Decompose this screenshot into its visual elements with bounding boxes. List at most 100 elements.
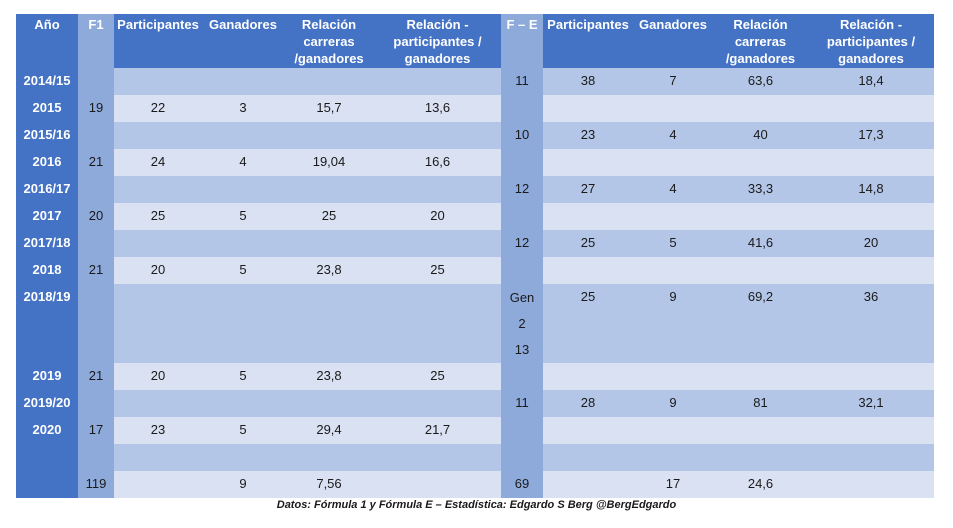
f1-ratio-participants-cell <box>374 444 501 471</box>
fe-ratio-races-cell <box>713 257 808 284</box>
f1-ratio-participants-cell: 13,6 <box>374 95 501 122</box>
f1-participants-cell: 20 <box>114 257 202 284</box>
fe-winners-cell <box>633 203 713 230</box>
header-year: Año <box>16 14 78 68</box>
fe-races-cell: 12 <box>501 176 543 203</box>
fe-races-line: Gen <box>509 290 535 305</box>
table-row: 2019 21 20 5 23,8 25 <box>16 363 934 390</box>
f1-winners-cell: 5 <box>202 203 284 230</box>
table-row: 2017/18 12 25 5 41,6 20 <box>16 230 934 257</box>
f1-winners-cell: 5 <box>202 417 284 444</box>
f1-ratio-races-cell: 19,04 <box>284 149 374 176</box>
fe-ratio-participants-cell <box>808 203 934 230</box>
fe-participants-cell: 23 <box>543 122 633 149</box>
fe-ratio-races-cell <box>713 149 808 176</box>
f1-winners-cell: 5 <box>202 363 284 390</box>
f1-participants-cell: 25 <box>114 203 202 230</box>
f1-winners-cell <box>202 68 284 95</box>
fe-ratio-participants-cell <box>808 149 934 176</box>
fe-races-cell <box>501 95 543 122</box>
fe-ratio-participants-cell: 18,4 <box>808 68 934 95</box>
year-cell: 2017/18 <box>16 230 78 257</box>
fe-winners-cell <box>633 149 713 176</box>
f1-ratio-races-cell <box>284 230 374 257</box>
fe-participants-cell: 28 <box>543 390 633 417</box>
f1-ratio-races-cell <box>284 390 374 417</box>
year-cell: 2016 <box>16 149 78 176</box>
fe-ratio-races-cell: 63,6 <box>713 68 808 95</box>
fe-participants-cell <box>543 471 633 498</box>
fe-participants-cell <box>543 417 633 444</box>
header-f1-participants: Participantes <box>114 14 202 68</box>
f1-participants-cell: 20 <box>114 363 202 390</box>
fe-races-cell <box>501 149 543 176</box>
header-f1-winners: Ganadores <box>202 14 284 68</box>
fe-races-cell <box>501 203 543 230</box>
fe-races-cell: 11 <box>501 68 543 95</box>
fe-participants-cell <box>543 444 633 471</box>
f1-ratio-races-cell <box>284 284 374 363</box>
year-cell: 2018/19 <box>16 284 78 363</box>
fe-participants-cell: 25 <box>543 284 633 363</box>
header-fe-ratio-races: Relación carreras/ganadores <box>713 14 808 68</box>
fe-ratio-participants-cell: 32,1 <box>808 390 934 417</box>
f1-races-cell: 17 <box>78 417 114 444</box>
fe-races-cell: 11 <box>501 390 543 417</box>
year-cell: 2018 <box>16 257 78 284</box>
fe-ratio-races-cell: 81 <box>713 390 808 417</box>
f1-winners-cell: 9 <box>202 471 284 498</box>
f1-participants-cell <box>114 444 202 471</box>
fe-races-cell: 10 <box>501 122 543 149</box>
f1-races-cell <box>78 122 114 149</box>
fe-participants-cell: 38 <box>543 68 633 95</box>
f1-ratio-participants-cell: 16,6 <box>374 149 501 176</box>
f1-ratio-races-cell: 23,8 <box>284 257 374 284</box>
header-f1-ratio-participants: Relación - participantes / ganadores <box>374 14 501 68</box>
f1-winners-cell <box>202 284 284 363</box>
fe-participants-cell <box>543 257 633 284</box>
f1-races-cell: 19 <box>78 95 114 122</box>
f1-races-cell: 21 <box>78 257 114 284</box>
f1-races-cell <box>78 176 114 203</box>
fe-participants-cell: 25 <box>543 230 633 257</box>
fe-ratio-participants-cell <box>808 471 934 498</box>
table-row <box>16 444 934 471</box>
year-cell: 2019/20 <box>16 390 78 417</box>
fe-winners-cell <box>633 444 713 471</box>
table-row: 119 9 7,56 69 17 24,6 <box>16 471 934 498</box>
fe-participants-cell <box>543 203 633 230</box>
f1-races-cell <box>78 390 114 417</box>
f1-winners-cell <box>202 122 284 149</box>
year-cell <box>16 444 78 471</box>
table-row: 2018 21 20 5 23,8 25 <box>16 257 934 284</box>
table-row: 2017 20 25 5 25 20 <box>16 203 934 230</box>
fe-winners-cell: 17 <box>633 471 713 498</box>
f1-ratio-races-cell <box>284 444 374 471</box>
fe-ratio-races-cell: 41,6 <box>713 230 808 257</box>
fe-ratio-participants-cell <box>808 257 934 284</box>
header-fe-winners: Ganadores <box>633 14 713 68</box>
fe-winners-cell <box>633 417 713 444</box>
year-cell: 2015/16 <box>16 122 78 149</box>
f1-races-cell: 20 <box>78 203 114 230</box>
f1-participants-cell: 24 <box>114 149 202 176</box>
year-cell <box>16 471 78 498</box>
table-row: 2020 17 23 5 29,4 21,7 <box>16 417 934 444</box>
fe-ratio-participants-cell <box>808 95 934 122</box>
fe-ratio-races-cell: 24,6 <box>713 471 808 498</box>
year-cell: 2020 <box>16 417 78 444</box>
f1-ratio-participants-cell: 25 <box>374 363 501 390</box>
table-row: 2018/19 Gen 2 13 25 9 69,2 36 <box>16 284 934 363</box>
f1-ratio-participants-cell <box>374 390 501 417</box>
f1-participants-cell <box>114 471 202 498</box>
fe-winners-cell: 9 <box>633 284 713 363</box>
fe-ratio-races-cell <box>713 95 808 122</box>
fe-winners-cell <box>633 95 713 122</box>
f1-winners-cell <box>202 230 284 257</box>
fe-ratio-participants-cell: 36 <box>808 284 934 363</box>
f1-ratio-races-cell: 25 <box>284 203 374 230</box>
f1-races-cell: 119 <box>78 471 114 498</box>
f1-participants-cell <box>114 68 202 95</box>
year-cell: 2015 <box>16 95 78 122</box>
fe-participants-cell: 27 <box>543 176 633 203</box>
